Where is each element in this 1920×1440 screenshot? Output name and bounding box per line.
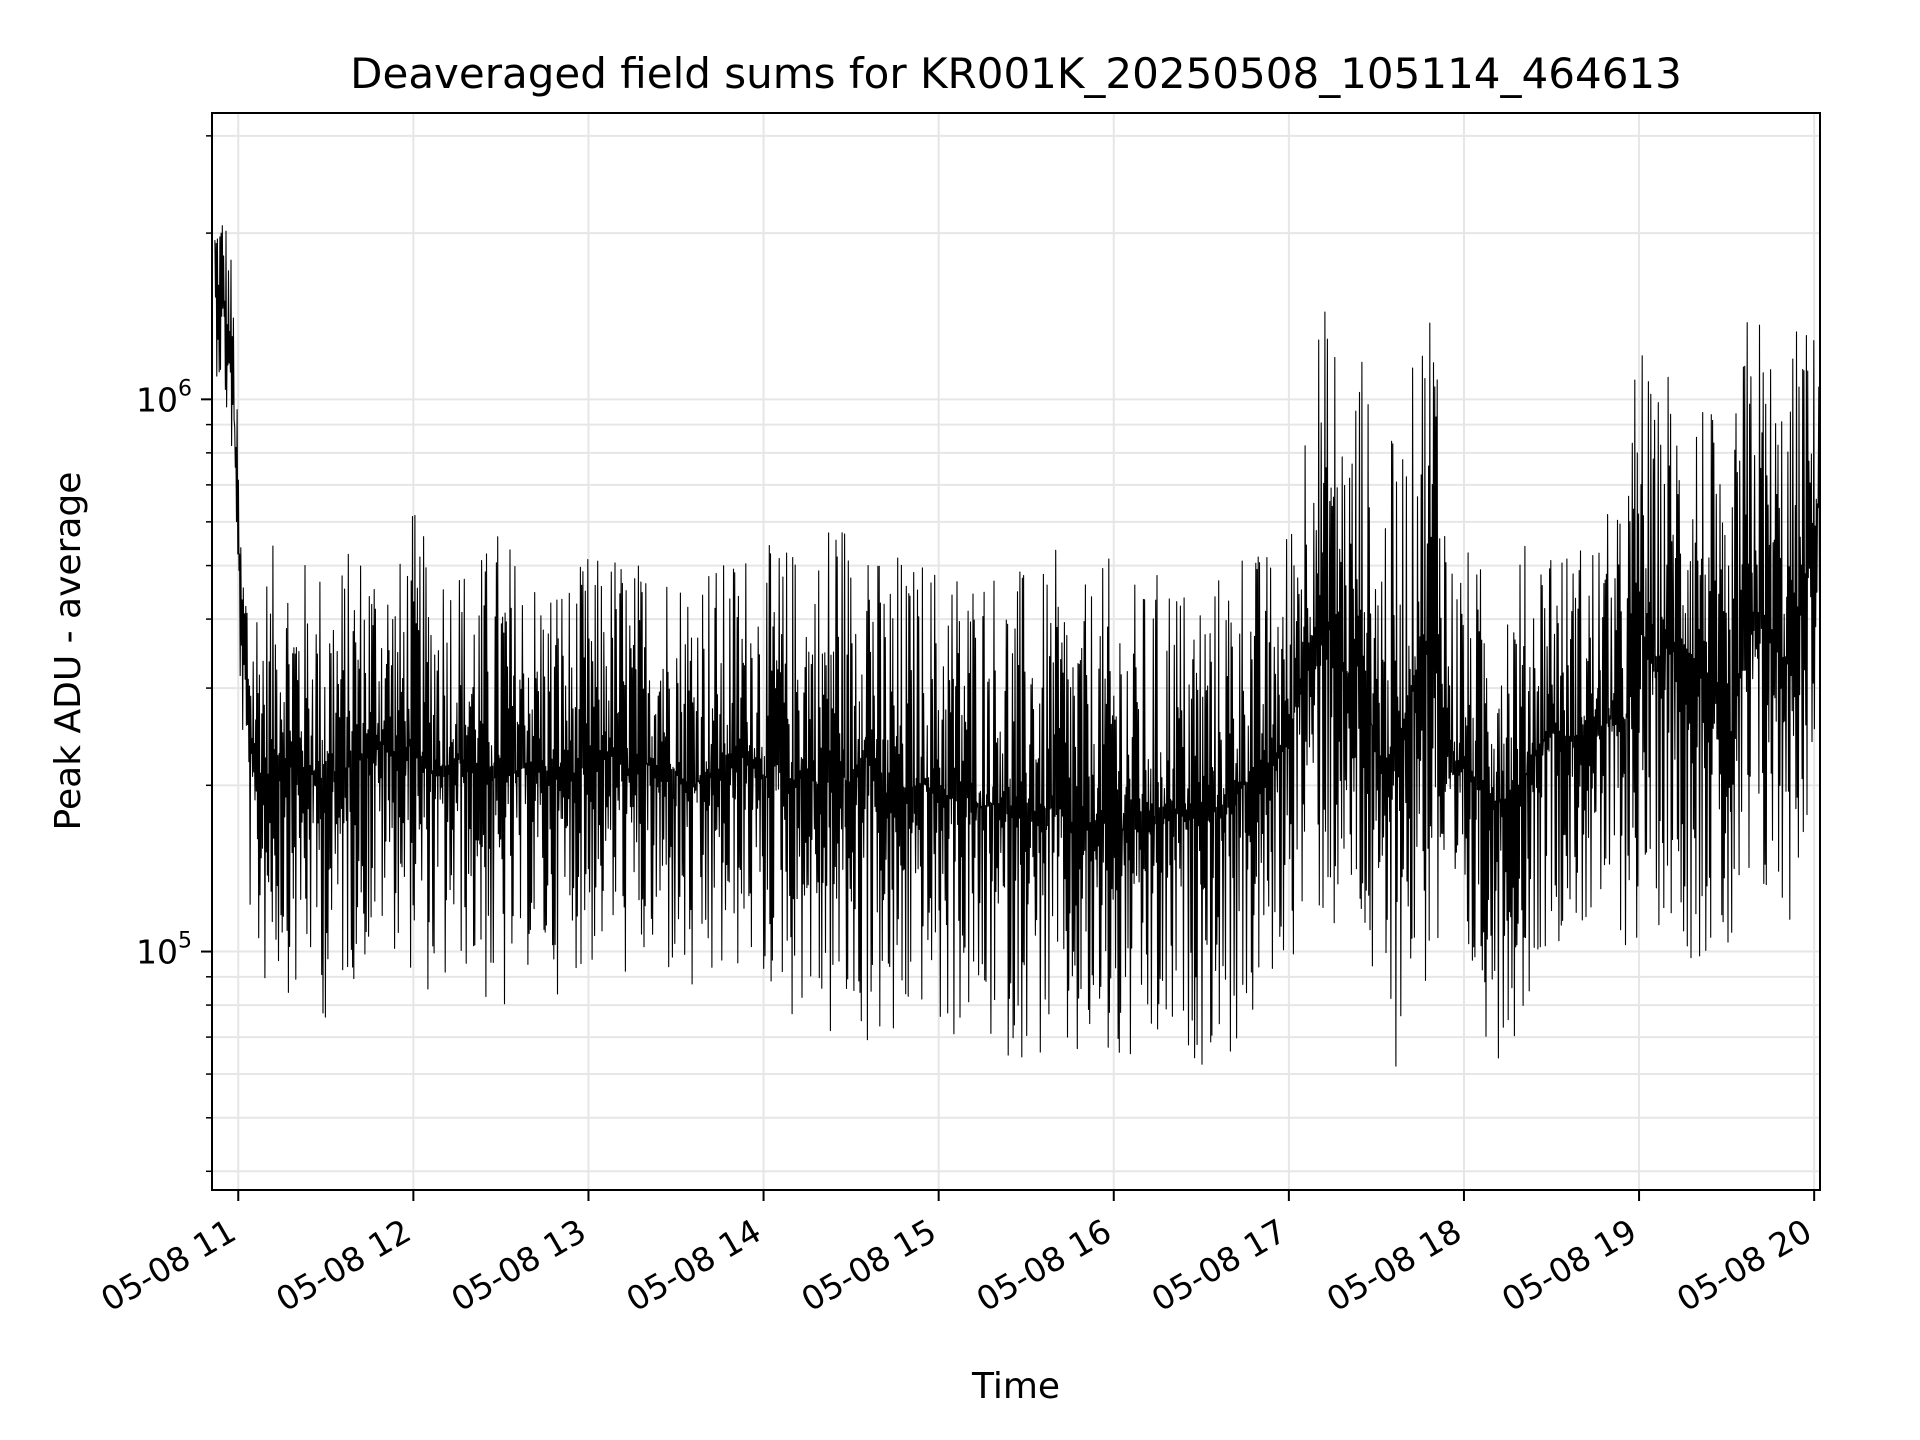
- plot-frame: [211, 112, 1821, 1191]
- x-axis-label: Time: [971, 1366, 1060, 1407]
- series-line: [214, 225, 1821, 1067]
- y-axis-label: Peak ADU - average: [48, 472, 89, 831]
- y-axis-ticks: 105 106: [136, 135, 212, 1173]
- data-series: [214, 225, 1821, 1067]
- y-tick-label: 105: [136, 929, 192, 972]
- y-tick-label: 106: [136, 376, 192, 419]
- chart-title: Deaveraged field sums for KR001K_2025050…: [350, 49, 1682, 98]
